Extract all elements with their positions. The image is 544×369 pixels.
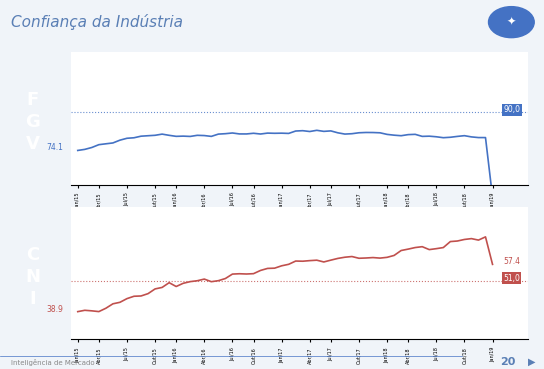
Text: Inteligência de Mercado: Inteligência de Mercado <box>11 359 95 366</box>
Circle shape <box>489 7 534 38</box>
Text: 54.8: 54.8 <box>0 368 1 369</box>
Text: 20: 20 <box>500 356 516 366</box>
Text: F
G
V: F G V <box>25 90 40 153</box>
Text: ✦: ✦ <box>506 17 516 27</box>
Text: 51,0: 51,0 <box>503 274 520 283</box>
Legend: Série, Média do período: Série, Média do período <box>163 242 299 254</box>
Text: C
N
I: C N I <box>25 245 40 308</box>
Text: 74.1: 74.1 <box>47 144 64 152</box>
Text: 57.4: 57.4 <box>503 257 520 266</box>
Text: ▶: ▶ <box>528 356 535 366</box>
Text: 38.9: 38.9 <box>47 305 64 314</box>
Text: Confiança da Indústria: Confiança da Indústria <box>11 14 183 30</box>
Text: 90,0: 90,0 <box>503 105 520 114</box>
